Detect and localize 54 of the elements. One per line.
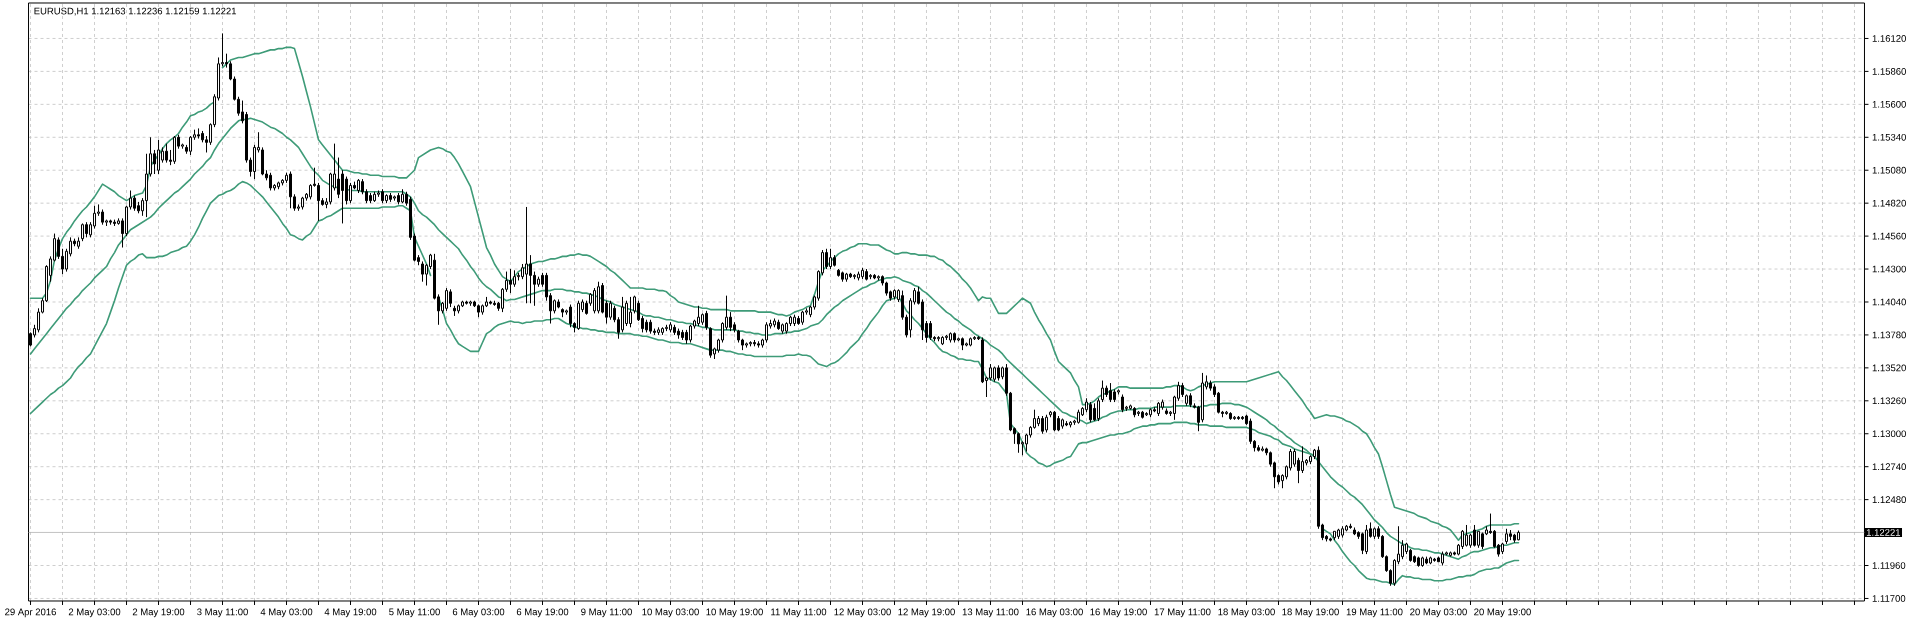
y-tick-label: 1.14820	[1872, 199, 1906, 207]
candlestick	[1093, 402, 1096, 421]
y-tick-label: 1.15600	[1872, 100, 1906, 108]
y-tick-label: 1.13780	[1872, 331, 1906, 339]
y-tick-label: 1.15340	[1872, 133, 1906, 141]
x-tick-label: 2 May 03:00	[68, 608, 121, 618]
x-tick-label: 6 May 19:00	[516, 608, 569, 618]
x-tick-label: 13 May 11:00	[962, 608, 1019, 618]
y-tick-label: 1.15080	[1872, 166, 1906, 174]
x-tick-label: 5 May 11:00	[389, 608, 440, 618]
x-tick-label: 10 May 19:00	[706, 608, 763, 618]
x-tick-label: 2 May 19:00	[132, 608, 185, 618]
x-tick-label: 18 May 19:00	[1282, 608, 1339, 618]
candlestick	[1240, 416, 1244, 420]
y-tick-label: 1.11960	[1872, 562, 1906, 569]
chart-title: EURUSD,H1 1.12163 1.12236 1.12159 1.12221	[34, 7, 237, 16]
x-tick-label: 11 May 11:00	[771, 608, 827, 618]
x-tick-label: 20 May 19:00	[1474, 608, 1531, 618]
x-tick-label: 19 May 11:00	[1346, 608, 1403, 618]
y-tick-label: 1.13000	[1872, 430, 1906, 438]
x-tick-label: 12 May 19:00	[898, 608, 955, 618]
y-tick-label: 1.16120	[1872, 35, 1906, 42]
ref-line-label: 1.12221	[1866, 529, 1901, 536]
y-tick-label: 1.15860	[1872, 68, 1906, 75]
x-tick-label: 17 May 11:00	[1154, 608, 1211, 618]
candlestick	[837, 269, 840, 276]
y-tick-label: 1.14040	[1872, 298, 1906, 306]
x-tick-label: 10 May 03:00	[642, 608, 699, 618]
x-tick-label: 4 May 19:00	[324, 608, 377, 618]
y-tick-label: 1.11700	[1872, 595, 1906, 602]
x-tick-label: 3 May 11:00	[197, 608, 248, 618]
x-tick-label: 16 May 19:00	[1090, 608, 1147, 618]
x-tick-label: 18 May 03:00	[1218, 608, 1275, 618]
x-tick-label: 12 May 03:00	[834, 608, 891, 618]
candlestick	[1228, 412, 1232, 420]
candlestick	[1141, 411, 1144, 418]
x-tick-label: 4 May 03:00	[260, 608, 313, 618]
x-tick-label: 29 Apr 2016	[5, 608, 56, 618]
y-tick-label: 1.13520	[1872, 364, 1906, 372]
candlestick	[1145, 412, 1148, 416]
candlestick	[1236, 416, 1240, 420]
y-tick-label: 1.12740	[1872, 463, 1906, 471]
candlestick	[1232, 416, 1236, 420]
y-tick-label: 1.13260	[1872, 397, 1906, 405]
x-tick-label: 20 May 03:00	[1410, 608, 1467, 618]
y-tick-label: 1.14560	[1872, 232, 1906, 240]
y-tick-label: 1.12480	[1872, 496, 1906, 503]
candlestick	[941, 336, 944, 345]
x-tick-label: 9 May 11:00	[581, 608, 632, 618]
y-tick-label: 1.14300	[1872, 265, 1906, 273]
candlestick	[1464, 524, 1468, 546]
candlestick	[977, 336, 980, 340]
x-tick-label: 16 May 03:00	[1026, 608, 1083, 618]
x-tick-label: 6 May 03:00	[452, 608, 505, 618]
